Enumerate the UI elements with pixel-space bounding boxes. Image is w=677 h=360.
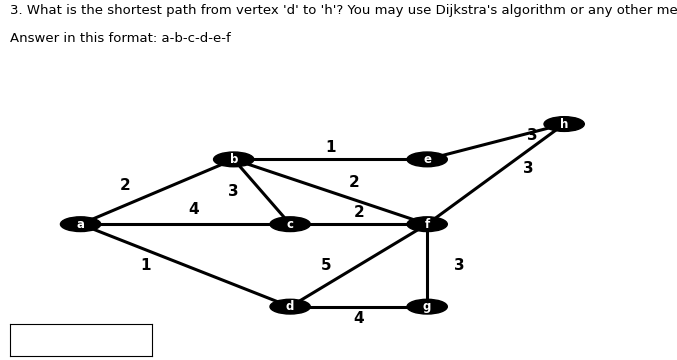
Text: c: c <box>286 218 294 231</box>
Text: 2: 2 <box>120 179 130 193</box>
Text: b: b <box>230 153 238 166</box>
Circle shape <box>213 152 254 167</box>
Text: f: f <box>424 218 430 231</box>
Circle shape <box>544 117 584 131</box>
Circle shape <box>407 299 447 314</box>
Text: 1: 1 <box>325 140 336 155</box>
Text: 2: 2 <box>353 205 364 220</box>
Circle shape <box>270 299 310 314</box>
Text: h: h <box>560 117 569 131</box>
Text: 2: 2 <box>349 175 360 190</box>
Text: g: g <box>423 300 431 313</box>
Text: 5: 5 <box>321 258 332 273</box>
Text: d: d <box>286 300 294 313</box>
Text: 3: 3 <box>523 161 533 176</box>
Text: e: e <box>423 153 431 166</box>
Text: 3. What is the shortest path from vertex 'd' to 'h'? You may use Dijkstra's algo: 3. What is the shortest path from vertex… <box>10 4 677 17</box>
Text: a: a <box>77 218 85 231</box>
Text: Answer in this format: a-b-c-d-e-f: Answer in this format: a-b-c-d-e-f <box>10 32 231 45</box>
Text: 3: 3 <box>454 258 464 273</box>
Circle shape <box>407 217 447 231</box>
Text: 3: 3 <box>527 128 538 143</box>
Text: 1: 1 <box>140 258 150 273</box>
Text: 4: 4 <box>353 311 364 326</box>
Circle shape <box>407 152 447 167</box>
Text: 4: 4 <box>188 202 199 217</box>
Text: 3: 3 <box>228 184 239 199</box>
Circle shape <box>270 217 310 231</box>
Circle shape <box>60 217 101 231</box>
